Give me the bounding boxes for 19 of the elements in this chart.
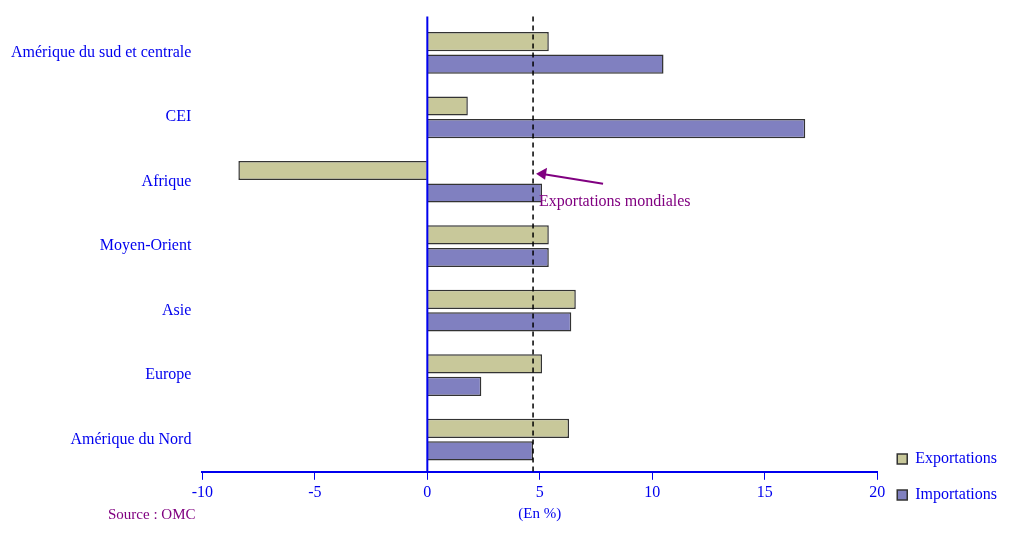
x-tick-label: 20 — [869, 482, 886, 500]
y-tick-label: Amérique du sud et centrale — [11, 43, 192, 62]
legend-label: Importations — [915, 485, 997, 504]
source-note: Source : OMC — [108, 506, 196, 523]
y-tick-label: Asie — [162, 300, 192, 318]
y-tick-label: Amérique du Nord — [70, 429, 192, 448]
y-tick-label: Afrique — [141, 171, 192, 190]
y-tick-label: Europe — [145, 365, 192, 384]
x-tick-label: 15 — [756, 482, 773, 500]
x-tick-label: 10 — [644, 482, 661, 500]
x-tick-label: -10 — [191, 482, 214, 500]
x-tick-label: 0 — [423, 482, 432, 500]
y-tick-label: Moyen-Orient — [99, 236, 192, 255]
y-tick-label: CEI — [165, 107, 192, 125]
x-axis-title: (En %) — [518, 504, 562, 522]
x-tick-label: -5 — [308, 482, 322, 500]
x-tick-label: 5 — [535, 482, 544, 500]
ref-line-label: Exportations mondiales — [539, 191, 691, 210]
legend-label: Exportations — [915, 449, 997, 468]
